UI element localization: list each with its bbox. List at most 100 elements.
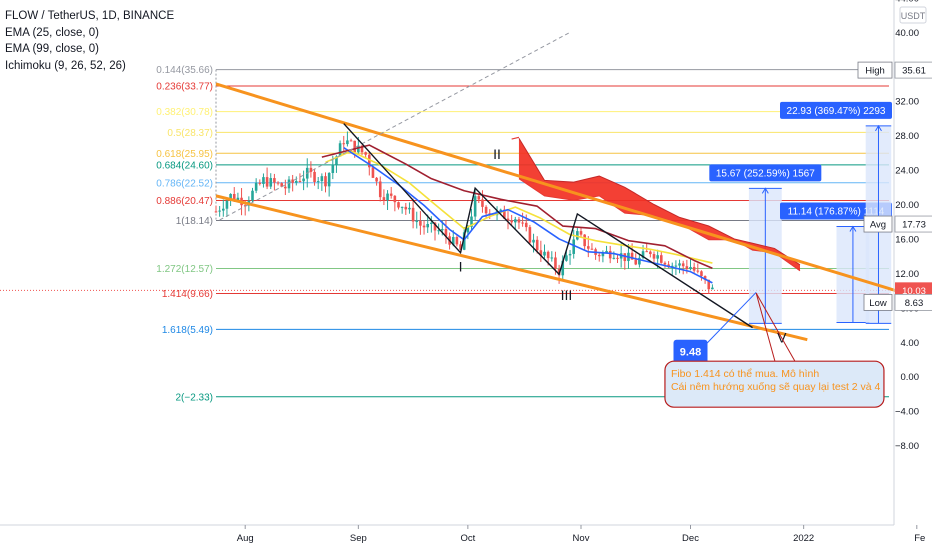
candle-body (590, 248, 594, 250)
candle-body (371, 167, 375, 178)
candle-body (660, 255, 663, 263)
candle-body (700, 271, 703, 277)
channel-trendline[interactable] (215, 82, 899, 293)
fib-level-label: 1(18.14) (176, 216, 213, 227)
candle-body (287, 179, 291, 189)
candle-body (320, 176, 324, 182)
price-marker-name: Low (869, 298, 887, 309)
price-callout-text: 9.48 (680, 347, 701, 359)
fib-level-label: 1.414(9.66) (162, 289, 213, 300)
candle-body (426, 223, 429, 228)
candle-body (707, 279, 711, 290)
price-axis[interactable]: USDT44.0040.0036.0032.0028.0024.0020.001… (857, 0, 932, 525)
price-marker-value: 35.61 (902, 66, 926, 77)
candle-body (517, 219, 521, 223)
candle-body (364, 152, 367, 155)
candle-body (455, 236, 459, 245)
price-tick-label: 12.00 (895, 269, 919, 280)
candle-body (510, 220, 513, 223)
candle-body (528, 227, 532, 243)
candle-body (331, 164, 335, 174)
candle-body (222, 208, 225, 211)
candle-body (616, 257, 619, 259)
currency-badge[interactable] (899, 6, 927, 24)
candle-body (539, 250, 543, 256)
candle-body (346, 140, 349, 145)
note-pointer (755, 292, 796, 362)
candle-body (389, 193, 393, 196)
candle-body (218, 210, 221, 212)
candle-body (546, 251, 550, 259)
time-axis[interactable]: Aug Sep Oct Nov Dec 2022 Fe (0, 524, 925, 544)
price-marker-tag (863, 293, 893, 311)
wave-label[interactable]: II (493, 146, 501, 162)
price-callout-box[interactable] (673, 339, 708, 364)
wave-label[interactable]: V (777, 329, 787, 345)
candle-body (689, 266, 692, 270)
price-marker-tag (863, 215, 893, 233)
candle-body (229, 193, 232, 201)
wave-label[interactable]: III (561, 287, 573, 303)
ema99-legend[interactable]: EMA (99, close, 0) (5, 43, 99, 55)
candlestick-series (214, 131, 714, 294)
candle-body (258, 182, 262, 184)
candle-body (225, 200, 229, 209)
senkou-span-b-line (518, 137, 801, 266)
candle-body (583, 234, 586, 247)
candle-body (576, 231, 579, 240)
candle-body (630, 252, 634, 260)
candle-body (674, 265, 678, 267)
measure-label-bg (780, 101, 892, 119)
time-tick-label: 2022 (793, 533, 814, 544)
time-tick-label: Dec (682, 533, 699, 544)
candle-body (357, 145, 360, 153)
ema25-legend[interactable]: EMA (25, close, 0) (5, 26, 99, 39)
candle-body (550, 257, 554, 259)
candle-body (411, 207, 415, 222)
candle-body (579, 231, 583, 235)
trend-extension-line[interactable] (219, 31, 571, 221)
time-tick-label: Fe (914, 533, 925, 544)
price-marker-name: High (865, 66, 885, 77)
note-pointer (755, 293, 776, 362)
fib-level-label: 0.618(25.95) (156, 149, 213, 160)
candle-body (597, 254, 601, 257)
candle-body (663, 262, 667, 265)
candle-body (451, 236, 455, 245)
candle-body (608, 250, 612, 259)
candle-body (681, 263, 685, 267)
candle-body (565, 255, 568, 261)
ichimoku-legend[interactable]: Ichimoku (9, 26, 52, 26) (5, 59, 126, 72)
candle-body (254, 182, 258, 191)
candle-body (678, 263, 681, 266)
note-box[interactable] (664, 360, 885, 408)
candle-body (561, 260, 565, 276)
candle-body (291, 179, 294, 183)
candle-body (652, 254, 656, 259)
channel-trendline[interactable] (215, 194, 808, 342)
price-tick-label: 4.00 (901, 338, 920, 349)
currency-label: USDT (901, 11, 926, 21)
candle-body (353, 140, 356, 153)
price-tick-label: 16.00 (895, 234, 919, 245)
symbol-title[interactable]: FLOW / TetherUS, 1D, BINANCE (5, 10, 175, 22)
cloud-edge-line (511, 136, 520, 140)
price-tick-label: 20.00 (895, 200, 919, 211)
fib-level-label: 0.886(20.47) (156, 196, 213, 207)
fib-level-label: 2(−2.33) (175, 392, 213, 403)
candle-body (692, 266, 696, 271)
candle-body (309, 167, 313, 172)
wave-label[interactable]: I (459, 259, 463, 275)
candle-body (459, 244, 462, 250)
candle-body (601, 252, 605, 257)
price-marker-name: Avg (870, 220, 886, 231)
indicator-line (325, 150, 713, 264)
candle-body (335, 156, 338, 165)
elliott-wave-path[interactable] (343, 123, 753, 329)
candle-body (503, 209, 506, 219)
price-tick-label: 0.00 (901, 372, 920, 383)
fib-level-label: 0.5(28.37) (167, 128, 213, 139)
candle-body (430, 222, 433, 224)
